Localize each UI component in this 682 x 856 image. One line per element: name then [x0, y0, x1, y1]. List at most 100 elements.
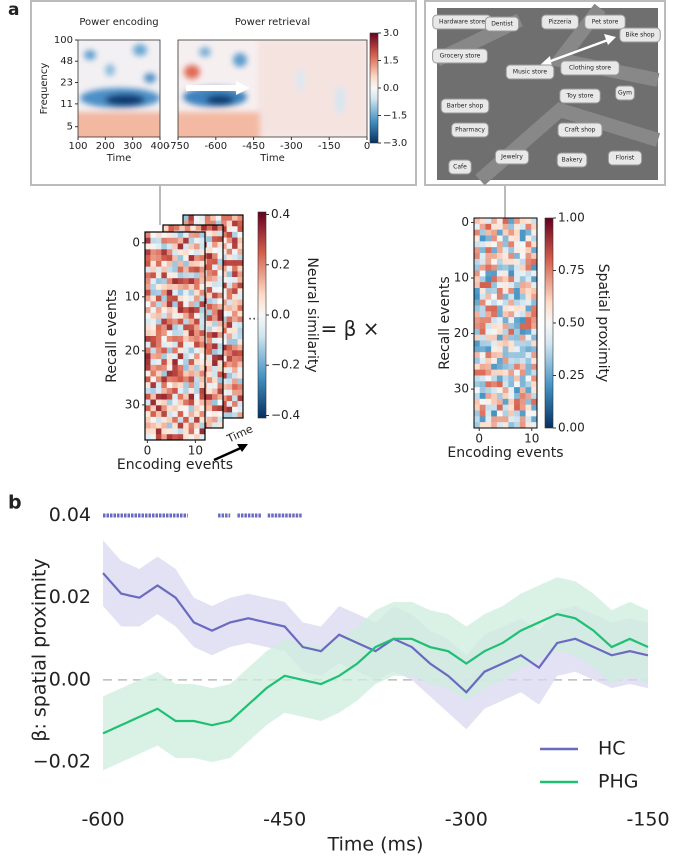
- illustration-cell: [161, 318, 168, 325]
- illustration-cell: [193, 220, 200, 227]
- illustration-cell: [206, 270, 213, 277]
- illustration-cell: [502, 258, 509, 265]
- illustration-cell: [155, 272, 162, 279]
- illustration-cell: [183, 237, 189, 244]
- illustration-cell: [188, 272, 195, 279]
- illustration-cell: [525, 317, 532, 324]
- illustration-cell: [474, 346, 481, 353]
- illustration-cell: [519, 340, 526, 347]
- illustration-cell: [166, 393, 173, 400]
- illustration-cell: [514, 235, 521, 242]
- illustration-cell: [194, 399, 200, 406]
- illustration-cell: [194, 388, 200, 395]
- illustration-cell: [221, 243, 227, 250]
- illustration-cell: [237, 412, 244, 419]
- illustration-cell: [145, 284, 151, 291]
- illustration-cell: [485, 288, 492, 295]
- illustration-cell: [519, 328, 526, 335]
- illustration-cell: [226, 361, 233, 368]
- illustration-cell: [237, 243, 244, 250]
- illustration-cell: [206, 326, 213, 333]
- illustration-cell: [217, 349, 224, 355]
- illustration-cell: [485, 270, 492, 277]
- illustration-cell: [212, 416, 218, 423]
- illustration-cell: [519, 363, 526, 370]
- illustration-cell: [508, 223, 515, 230]
- illustration-cell: [474, 258, 481, 265]
- illustration-cell: [514, 352, 521, 359]
- illustration-cell: [183, 376, 189, 383]
- illustration-cell: [485, 276, 492, 283]
- illustration-cell: [150, 376, 157, 383]
- illustration-cell: [508, 410, 515, 417]
- illustration-cell: [188, 364, 195, 371]
- illustration-cell: [479, 416, 486, 423]
- illustration-cell: [491, 352, 498, 359]
- illustration-cell: [145, 341, 151, 348]
- illustration-cell: [212, 303, 218, 310]
- illustration-cell: [519, 323, 526, 330]
- illustration-cell: [221, 339, 227, 345]
- illustration-cell: [217, 287, 224, 293]
- illustration-cell: [496, 241, 503, 248]
- illustration-cell: [166, 399, 173, 406]
- illustration-cell: [508, 264, 515, 271]
- illustration-cell: [485, 235, 492, 242]
- illustration-cell: [496, 317, 503, 324]
- illustration-cell: [172, 272, 179, 279]
- illustration-cell: [525, 340, 532, 347]
- illustration-cell: [166, 364, 173, 371]
- illustration-cell: [172, 434, 179, 441]
- illustration-cell: [226, 372, 233, 379]
- illustration-cell: [226, 299, 233, 306]
- illustration-cell: [217, 315, 224, 322]
- illustration-cell: [212, 332, 218, 339]
- illustration-cell: [183, 382, 189, 389]
- illustration-cell: [221, 254, 227, 261]
- illustration-cell: [150, 307, 157, 314]
- illustration-cell: [474, 369, 481, 376]
- illustration-cell: [183, 411, 189, 418]
- illustration-cell: [155, 249, 162, 256]
- illustration-cell: [183, 289, 189, 296]
- map-label-box: [432, 48, 488, 64]
- illustration-cell: [531, 363, 538, 370]
- illustration-cell: [514, 398, 521, 405]
- illustration-cell: [508, 352, 515, 359]
- illustration-cell: [237, 350, 244, 357]
- illustration-cell: [474, 247, 481, 254]
- illustration-cell: [525, 218, 532, 225]
- illustration-cell: [150, 301, 157, 308]
- illustration-cell: [502, 381, 509, 388]
- illustration-cell: [212, 241, 218, 248]
- illustration-cell: [145, 272, 151, 279]
- illustration-cell: [496, 334, 503, 341]
- illustration-cell: [525, 404, 532, 411]
- illustration-cell: [161, 272, 168, 279]
- illustration-cell: [226, 220, 233, 227]
- illustration-cell: [237, 389, 244, 396]
- x-tick-label: 300: [123, 141, 142, 152]
- illustration-cell: [474, 241, 481, 248]
- illustration-cell: [188, 324, 195, 331]
- illustration-cell: [531, 369, 538, 376]
- colorbar-tick-label: −1.5: [383, 111, 407, 122]
- illustration-cell: [525, 416, 532, 423]
- illustration-cell: [496, 404, 503, 411]
- illustration-cell: [161, 364, 168, 371]
- illustration-cell: [514, 369, 521, 376]
- illustration-cell: [145, 307, 151, 314]
- illustration-cell: [237, 293, 244, 300]
- illustration-cell: [206, 236, 213, 243]
- illustration-cell: [502, 410, 509, 417]
- illustration-cell: [485, 346, 492, 353]
- illustration-cell: [217, 281, 224, 288]
- illustration-cell: [519, 416, 526, 423]
- illustration-cell: [531, 410, 538, 417]
- illustration-cell: [221, 277, 227, 283]
- illustration-cell: [519, 218, 526, 225]
- illustration-cell: [199, 393, 206, 400]
- power-map: [178, 40, 367, 137]
- illustration-cell: [161, 243, 168, 250]
- illustration-cell: [525, 352, 532, 359]
